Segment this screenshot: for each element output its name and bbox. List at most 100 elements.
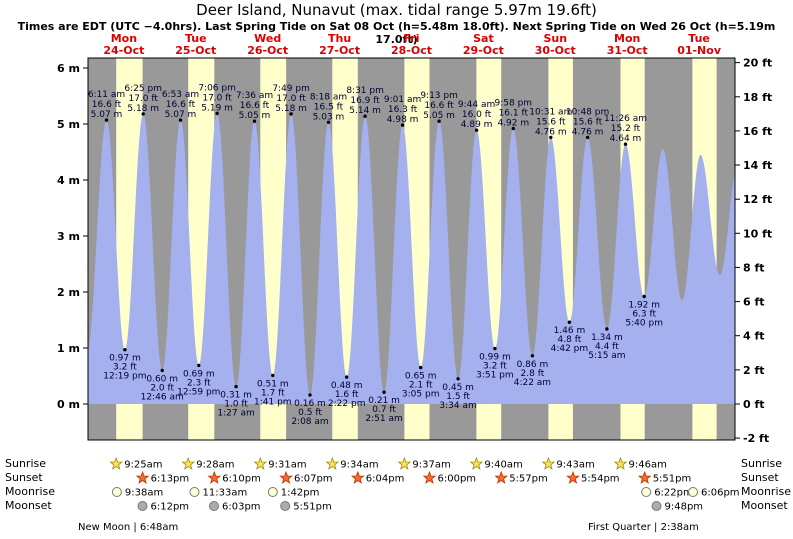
low-tide-annotation: 1.46 m4.8 ft4:42 pm — [551, 320, 588, 354]
tide-extreme-dot — [567, 320, 572, 324]
sunset-time: 6:07pm — [294, 474, 333, 485]
low-tide-annotation: 0.99 m3.2 ft3:51 pm — [476, 346, 514, 381]
low-tide-annotation: 0.16 m0.5 ft2:08 am — [291, 393, 329, 427]
sunrise-icon — [397, 456, 412, 470]
sunrise-marker: 9:34am — [325, 456, 379, 471]
svg-text:Tue: Tue — [688, 32, 710, 45]
tide-extreme-dot — [141, 112, 145, 116]
svg-text:5.07 m: 5.07 m — [91, 110, 123, 120]
svg-text:2.8 ft: 2.8 ft — [521, 369, 545, 379]
svg-text:7:36 am: 7:36 am — [236, 91, 273, 101]
tide-extreme-dot — [511, 126, 515, 131]
moonrise-icon — [267, 487, 278, 497]
sunrise-marker: 9:43am — [541, 456, 595, 471]
sunrise-marker: 9:25am — [109, 456, 163, 471]
tide-extreme-dot — [308, 393, 312, 397]
moonset-time: 9:48pm — [665, 502, 704, 513]
sunrise-time: 9:34am — [340, 460, 378, 471]
svg-text:4.76 m: 4.76 m — [572, 127, 604, 137]
moonset-marker: 6:12pm — [137, 501, 189, 513]
moonrise-icon — [111, 487, 122, 497]
moonrise-marker: 6:22pm — [641, 487, 693, 499]
moonrise-marker: 1:42pm — [267, 487, 320, 499]
sunset-time: 5:54pm — [581, 474, 620, 485]
tide-extreme-dot — [642, 294, 646, 299]
y-axis-right-tick-label: -2 ft — [743, 432, 769, 445]
svg-text:12:46 am: 12:46 am — [141, 392, 184, 402]
svg-text:16.5 ft: 16.5 ft — [314, 102, 344, 112]
y-axis-left-tick-label: 1 m — [57, 342, 80, 355]
svg-text:0.5 ft: 0.5 ft — [298, 408, 322, 418]
y-axis-right-tick-label: 16 ft — [743, 125, 772, 138]
tide-extreme-dot — [437, 119, 441, 123]
low-tide-annotation: 0.65 m2.1 ft3:05 pm — [402, 365, 439, 400]
y-axis-left-tick-label: 6 m — [57, 62, 80, 75]
sun-moon-rows: 9:25am 9:28am 9:31am 9:34am 9:37am 9:40am 9:43… — [109, 456, 740, 513]
svg-text:5.19 m: 5.19 m — [201, 103, 233, 113]
tide-extreme-dot — [178, 118, 183, 122]
svg-text:5.05 m: 5.05 m — [423, 111, 455, 121]
low-tide-annotation: 1.34 m4.4 ft5:15 am — [588, 327, 626, 361]
tide-extreme-dot — [234, 384, 238, 389]
tide-extreme-dot — [623, 142, 628, 146]
moonset-marker: 6:03pm — [209, 501, 261, 513]
svg-text:25-Oct: 25-Oct — [175, 44, 216, 57]
moonrise-time: 1:42pm — [281, 488, 320, 499]
sunset-time: 6:13pm — [151, 474, 190, 485]
svg-text:0.7 ft: 0.7 ft — [372, 405, 396, 415]
svg-text:17.0 ft: 17.0 ft — [202, 93, 232, 103]
moonrise-marker: 6:06pm — [688, 487, 740, 499]
y-axis-right-tick-label: 8 ft — [743, 261, 765, 274]
y-axis-right-tick-label: 2 ft — [743, 364, 765, 377]
moonset-marker: 5:51pm — [280, 501, 332, 513]
sunset-marker: 5:57pm — [494, 470, 548, 485]
sunrise-time: 9:40am — [484, 460, 522, 471]
svg-text:1.92 m: 1.92 m — [628, 301, 660, 311]
sunrise-icon — [181, 456, 196, 470]
svg-text:16.6 ft: 16.6 ft — [424, 101, 454, 111]
moonrise-time: 6:06pm — [701, 488, 740, 499]
svg-text:Sat: Sat — [473, 32, 494, 45]
sunset-marker: 5:54pm — [566, 470, 620, 485]
svg-text:4.76 m: 4.76 m — [535, 127, 567, 137]
moonrise-marker: 9:38am — [111, 487, 163, 499]
low-tide-annotation: 0.48 m1.6 ft2:22 pm — [328, 375, 365, 409]
svg-text:0.69 m: 0.69 m — [183, 369, 215, 379]
svg-text:0.86 m: 0.86 m — [517, 360, 549, 370]
low-tide-annotation: 0.45 m1.5 ft3:34 am — [439, 377, 477, 411]
sunrise-time: 9:31am — [268, 460, 306, 471]
svg-text:16.6 ft: 16.6 ft — [166, 100, 196, 110]
svg-text:5.03 m: 5.03 m — [313, 112, 345, 122]
y-axis-right-tick-label: 6 ft — [743, 296, 765, 309]
svg-text:10:31 am: 10:31 am — [529, 107, 572, 117]
svg-text:0.45 m: 0.45 m — [442, 383, 474, 393]
sunrise-marker: 9:31am — [253, 456, 307, 471]
moonrise-icon — [641, 487, 652, 497]
sunrise-row-label-right: Sunrise — [741, 457, 783, 470]
sunset-icon — [422, 470, 437, 484]
tide-extreme-dot — [400, 123, 405, 127]
svg-text:10:48 pm: 10:48 pm — [566, 107, 609, 117]
svg-text:01-Nov: 01-Nov — [677, 44, 722, 57]
first-quarter-note: First Quarter | 2:38am — [588, 522, 699, 533]
tide-extreme-dot — [456, 377, 460, 381]
sunrise-marker: 9:40am — [469, 456, 523, 471]
sunrise-time: 9:28am — [196, 460, 234, 471]
moonrise-icon — [688, 487, 698, 497]
svg-text:0.48 m: 0.48 m — [331, 381, 363, 391]
tide-extreme-dot — [271, 373, 275, 378]
sunrise-time: 9:46am — [629, 460, 667, 471]
svg-text:4.89 m: 4.89 m — [461, 120, 493, 130]
tide-extreme-dot — [160, 368, 164, 373]
svg-text:1.0 ft: 1.0 ft — [224, 400, 248, 410]
